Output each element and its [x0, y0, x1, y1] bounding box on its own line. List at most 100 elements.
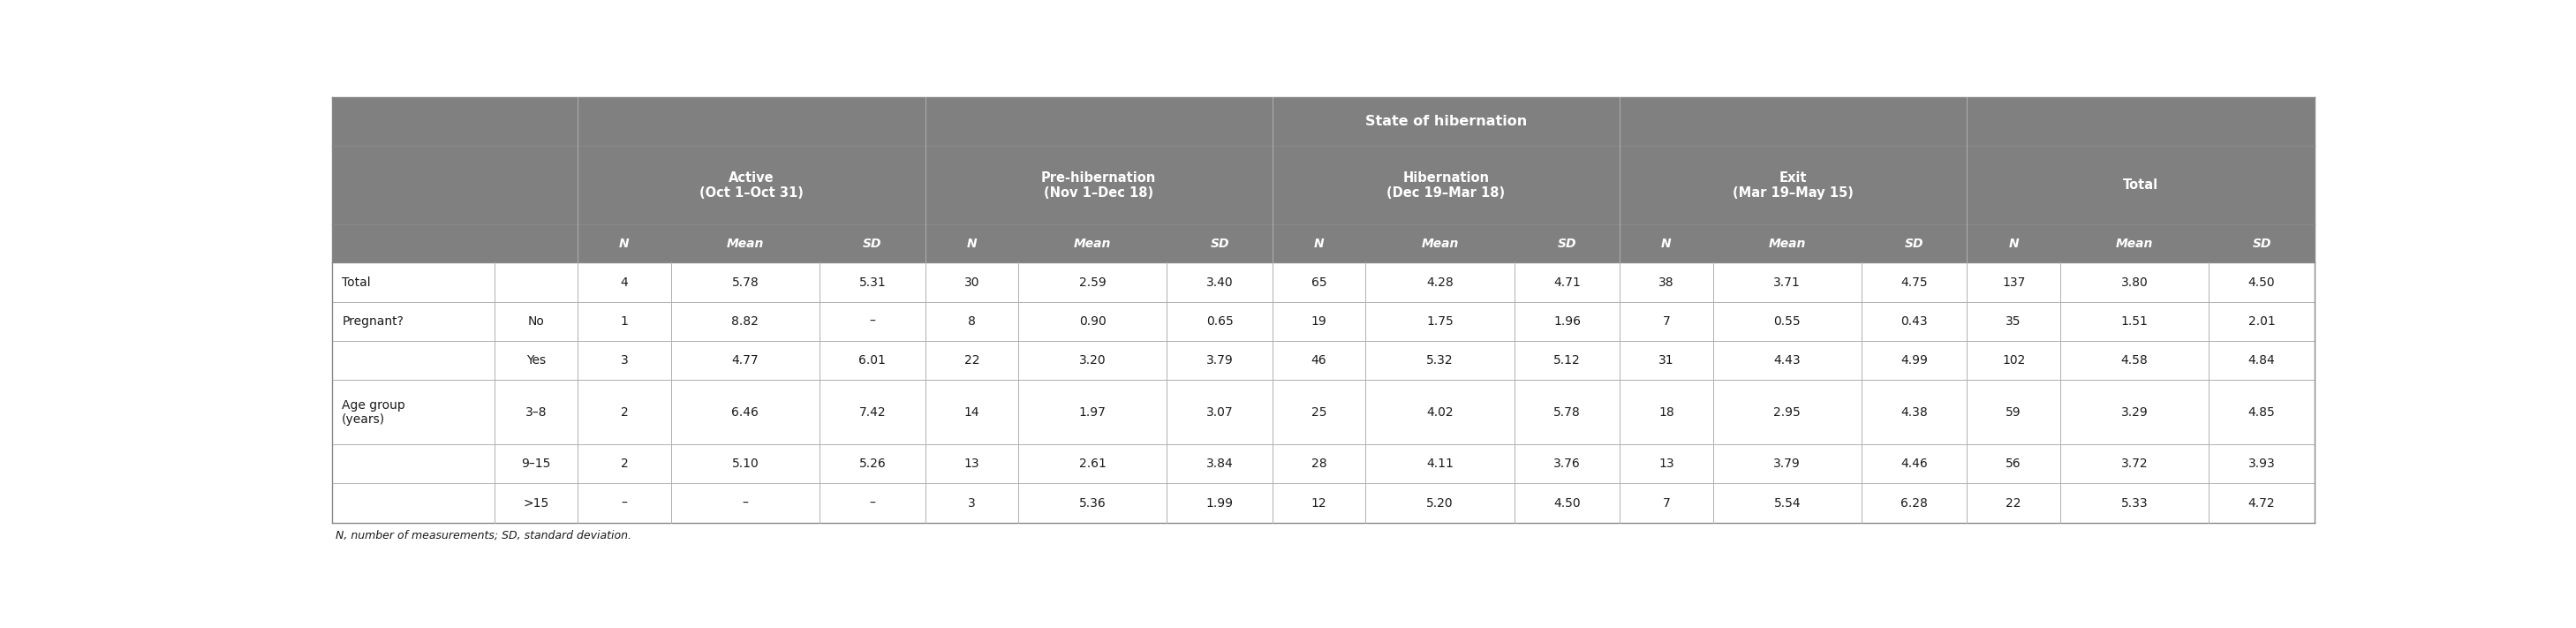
Text: Yes: Yes: [526, 354, 546, 367]
Text: 4.85: 4.85: [2249, 406, 2275, 418]
Text: 19: 19: [1311, 315, 1327, 328]
Text: Mean: Mean: [1422, 237, 1458, 250]
Text: 5.20: 5.20: [1427, 497, 1453, 509]
Text: 5.33: 5.33: [2120, 497, 2148, 509]
Text: SD: SD: [1904, 237, 1924, 250]
Text: 5.36: 5.36: [1079, 497, 1105, 509]
Text: 2.61: 2.61: [1079, 458, 1105, 470]
Text: 2.95: 2.95: [1775, 406, 1801, 418]
Bar: [332, 484, 2313, 522]
Text: –: –: [868, 315, 876, 328]
Text: 0.65: 0.65: [1206, 315, 1234, 328]
Text: 4.02: 4.02: [1427, 406, 1453, 418]
Text: 1.75: 1.75: [1427, 315, 1453, 328]
Text: 9–15: 9–15: [520, 458, 551, 470]
Text: Mean: Mean: [1074, 237, 1110, 250]
Text: N: N: [966, 237, 976, 250]
Text: 2.59: 2.59: [1079, 276, 1105, 288]
Text: N: N: [618, 237, 629, 250]
Text: 13: 13: [963, 458, 979, 470]
Text: 2: 2: [621, 406, 629, 418]
Text: 13: 13: [1659, 458, 1674, 470]
Text: 4.28: 4.28: [1427, 276, 1453, 288]
Text: 4.43: 4.43: [1775, 354, 1801, 367]
Text: SD: SD: [2251, 237, 2272, 250]
Text: 4: 4: [621, 276, 629, 288]
Text: 3.72: 3.72: [2120, 458, 2148, 470]
Text: 7: 7: [1662, 315, 1669, 328]
Text: 3.76: 3.76: [1553, 458, 1582, 470]
Text: Mean: Mean: [1770, 237, 1806, 250]
Text: 102: 102: [2002, 354, 2025, 367]
Text: Mean: Mean: [726, 237, 765, 250]
Text: 1: 1: [621, 315, 629, 328]
Text: 5.78: 5.78: [1553, 406, 1582, 418]
Text: 5.31: 5.31: [858, 276, 886, 288]
Bar: [332, 302, 2313, 341]
Text: 8.82: 8.82: [732, 315, 760, 328]
Text: 6.28: 6.28: [1901, 497, 1927, 509]
Text: 14: 14: [963, 406, 979, 418]
Text: Active
(Oct 1–Oct 31): Active (Oct 1–Oct 31): [701, 171, 804, 200]
Text: 3: 3: [621, 354, 629, 367]
Text: 2: 2: [621, 458, 629, 470]
Text: 1.96: 1.96: [1553, 315, 1582, 328]
Text: 28: 28: [1311, 458, 1327, 470]
Text: >15: >15: [523, 497, 549, 509]
Text: 30: 30: [963, 276, 979, 288]
Text: 4.50: 4.50: [1553, 497, 1582, 509]
Text: 5.10: 5.10: [732, 458, 760, 470]
Text: 5.54: 5.54: [1775, 497, 1801, 509]
Text: SD: SD: [1558, 237, 1577, 250]
Bar: [332, 445, 2313, 484]
Text: 5.12: 5.12: [1553, 354, 1582, 367]
Text: –: –: [742, 497, 747, 509]
Text: 4.50: 4.50: [2249, 276, 2275, 288]
Text: –: –: [621, 497, 629, 509]
Text: Age group
(years): Age group (years): [343, 399, 404, 426]
Text: 137: 137: [2002, 276, 2025, 288]
Text: 22: 22: [963, 354, 979, 367]
Text: 5.78: 5.78: [732, 276, 760, 288]
Text: 0.43: 0.43: [1901, 315, 1927, 328]
Text: 18: 18: [1659, 406, 1674, 418]
Text: 3.84: 3.84: [1206, 458, 1234, 470]
Text: N: N: [1314, 237, 1324, 250]
Text: 22: 22: [2007, 497, 2022, 509]
Text: 3.79: 3.79: [1775, 458, 1801, 470]
Text: 38: 38: [1659, 276, 1674, 288]
Text: 3.71: 3.71: [1775, 276, 1801, 288]
Text: 5.26: 5.26: [858, 458, 886, 470]
Text: 56: 56: [2007, 458, 2022, 470]
Text: 4.84: 4.84: [2249, 354, 2275, 367]
Text: 3.79: 3.79: [1206, 354, 1234, 367]
Text: Mean: Mean: [2115, 237, 2154, 250]
Text: 2.01: 2.01: [2249, 315, 2275, 328]
Text: 12: 12: [1311, 497, 1327, 509]
Text: SD: SD: [863, 237, 881, 250]
Text: 1.97: 1.97: [1079, 406, 1105, 418]
Text: 3.80: 3.80: [2120, 276, 2148, 288]
Text: State of hibernation: State of hibernation: [1365, 115, 1528, 128]
Text: Pre-hibernation
(Nov 1–Dec 18): Pre-hibernation (Nov 1–Dec 18): [1041, 171, 1157, 200]
Text: N: N: [2009, 237, 2020, 250]
Text: Total: Total: [2123, 178, 2159, 192]
Text: 1.99: 1.99: [1206, 497, 1234, 509]
Text: 0.55: 0.55: [1775, 315, 1801, 328]
Text: 31: 31: [1659, 354, 1674, 367]
Text: 4.71: 4.71: [1553, 276, 1582, 288]
Text: 4.58: 4.58: [2120, 354, 2148, 367]
Text: 59: 59: [2007, 406, 2022, 418]
Text: 0.90: 0.90: [1079, 315, 1105, 328]
Text: 8: 8: [969, 315, 976, 328]
Text: 4.38: 4.38: [1901, 406, 1927, 418]
Text: 4.11: 4.11: [1427, 458, 1453, 470]
Text: 5.32: 5.32: [1427, 354, 1453, 367]
Text: SD: SD: [1211, 237, 1229, 250]
Text: 3.20: 3.20: [1079, 354, 1105, 367]
Text: N, number of measurements; SD, standard deviation.: N, number of measurements; SD, standard …: [335, 530, 631, 541]
Text: 4.77: 4.77: [732, 354, 760, 367]
Text: 35: 35: [2007, 315, 2022, 328]
Text: 4.46: 4.46: [1901, 458, 1927, 470]
Bar: [332, 263, 2313, 302]
